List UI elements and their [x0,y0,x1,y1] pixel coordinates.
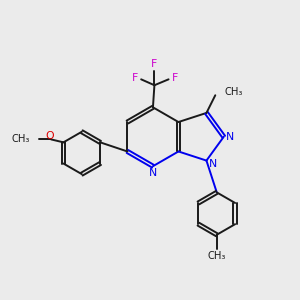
Text: N: N [209,158,217,169]
Text: F: F [132,73,138,83]
Text: CH₃: CH₃ [225,87,243,97]
Text: CH₃: CH₃ [208,251,226,261]
Text: F: F [172,73,178,83]
Text: F: F [151,59,158,69]
Text: N: N [226,132,234,142]
Text: CH₃: CH₃ [11,134,30,144]
Text: N: N [149,168,157,178]
Text: O: O [45,130,54,141]
